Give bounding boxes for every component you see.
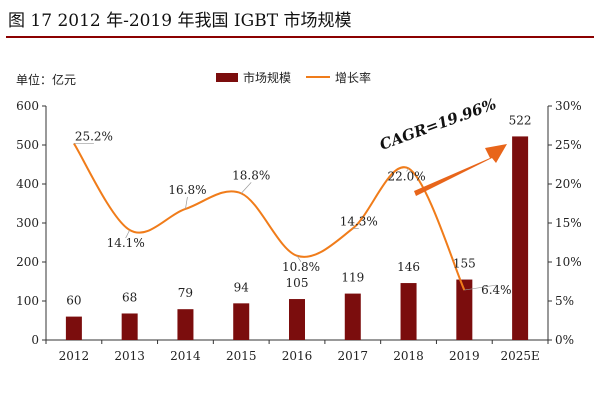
bar-value-label: 94	[234, 280, 250, 294]
y-left-tick-label: 500	[16, 138, 39, 152]
x-tick-label: 2016	[282, 349, 313, 363]
y-left-tick-label: 600	[16, 99, 39, 113]
bar-value-label: 60	[66, 294, 81, 308]
bar	[233, 303, 250, 340]
legend-bar-swatch	[216, 73, 238, 82]
y-left-tick-label: 0	[31, 333, 39, 347]
growth-value-label: 14.3%	[340, 214, 378, 228]
bar-value-label: 79	[178, 286, 193, 300]
bar	[289, 299, 305, 340]
growth-label-leader	[240, 182, 252, 194]
legend-line-label: 增长率	[335, 70, 371, 85]
bar	[65, 316, 82, 340]
growth-value-label: 16.8%	[168, 183, 206, 197]
x-tick-label: 2015	[226, 349, 257, 363]
legend-bar-label: 市场规模	[243, 70, 291, 85]
growth-label-leader	[464, 284, 497, 291]
growth-value-label: 25.2%	[75, 129, 113, 143]
bar	[177, 309, 194, 340]
x-tick-label: 2014	[170, 349, 201, 363]
bar-value-label: 68	[122, 290, 137, 304]
x-tick-label: 2017	[338, 349, 369, 363]
y-right-tick-label: 0%	[555, 333, 574, 347]
y-right-tick-label: 10%	[555, 255, 582, 269]
figure-title: 图 17 2012 年-2019 年我国 IGBT 市场规模	[8, 11, 352, 31]
growth-value-label: 22.0%	[387, 169, 425, 183]
growth-value-label: 6.4%	[481, 283, 512, 297]
growth-value-label: 14.1%	[107, 236, 145, 250]
bar-value-label: 119	[341, 271, 364, 285]
x-tick-label: 2018	[393, 349, 424, 363]
growth-label-leader	[125, 229, 130, 239]
y-right-tick-label: 5%	[555, 294, 574, 308]
y-right-tick-label: 30%	[555, 99, 582, 113]
bar-value-label: 155	[453, 257, 476, 271]
bar	[344, 293, 361, 340]
title-rule	[6, 36, 594, 38]
bar	[512, 136, 529, 340]
growth-label-leader	[185, 196, 188, 210]
bar	[400, 283, 417, 340]
bar	[121, 313, 138, 340]
bar-value-label: 522	[509, 113, 532, 127]
bar	[456, 279, 473, 340]
x-tick-label: 2025E	[500, 349, 539, 363]
bar-value-label: 105	[286, 276, 309, 290]
x-tick-label: 2013	[114, 349, 145, 363]
growth-value-label: 18.8%	[232, 168, 270, 182]
y-right-tick-label: 20%	[555, 177, 582, 191]
data-labels: 60 68 79 94 105 119 146 155 522 25.2% 14.1% 16.8% 18…	[66, 113, 531, 307]
bar-value-label: 146	[397, 260, 420, 274]
y-left-tick-label: 200	[16, 255, 39, 269]
cagr-text: CAGR=19.96%	[377, 95, 498, 154]
growth-value-label: 10.8%	[282, 260, 320, 274]
x-tick-label: 2012	[59, 349, 90, 363]
y-left-tick-label: 100	[16, 294, 39, 308]
y-left-tick-label: 300	[16, 216, 39, 230]
y-right-tick-label: 25%	[555, 138, 582, 152]
y-right-tick-label: 15%	[555, 216, 582, 230]
bars	[65, 136, 529, 340]
legend: 市场规模 增长率	[216, 70, 371, 85]
cagr-arrow	[414, 144, 507, 196]
x-tick-label: 2019	[449, 349, 480, 363]
y-left-tick-label: 400	[16, 177, 39, 191]
growth-label-leader	[296, 255, 302, 262]
growth-label-leader	[406, 168, 409, 172]
unit-label: 单位：亿元	[16, 72, 76, 87]
